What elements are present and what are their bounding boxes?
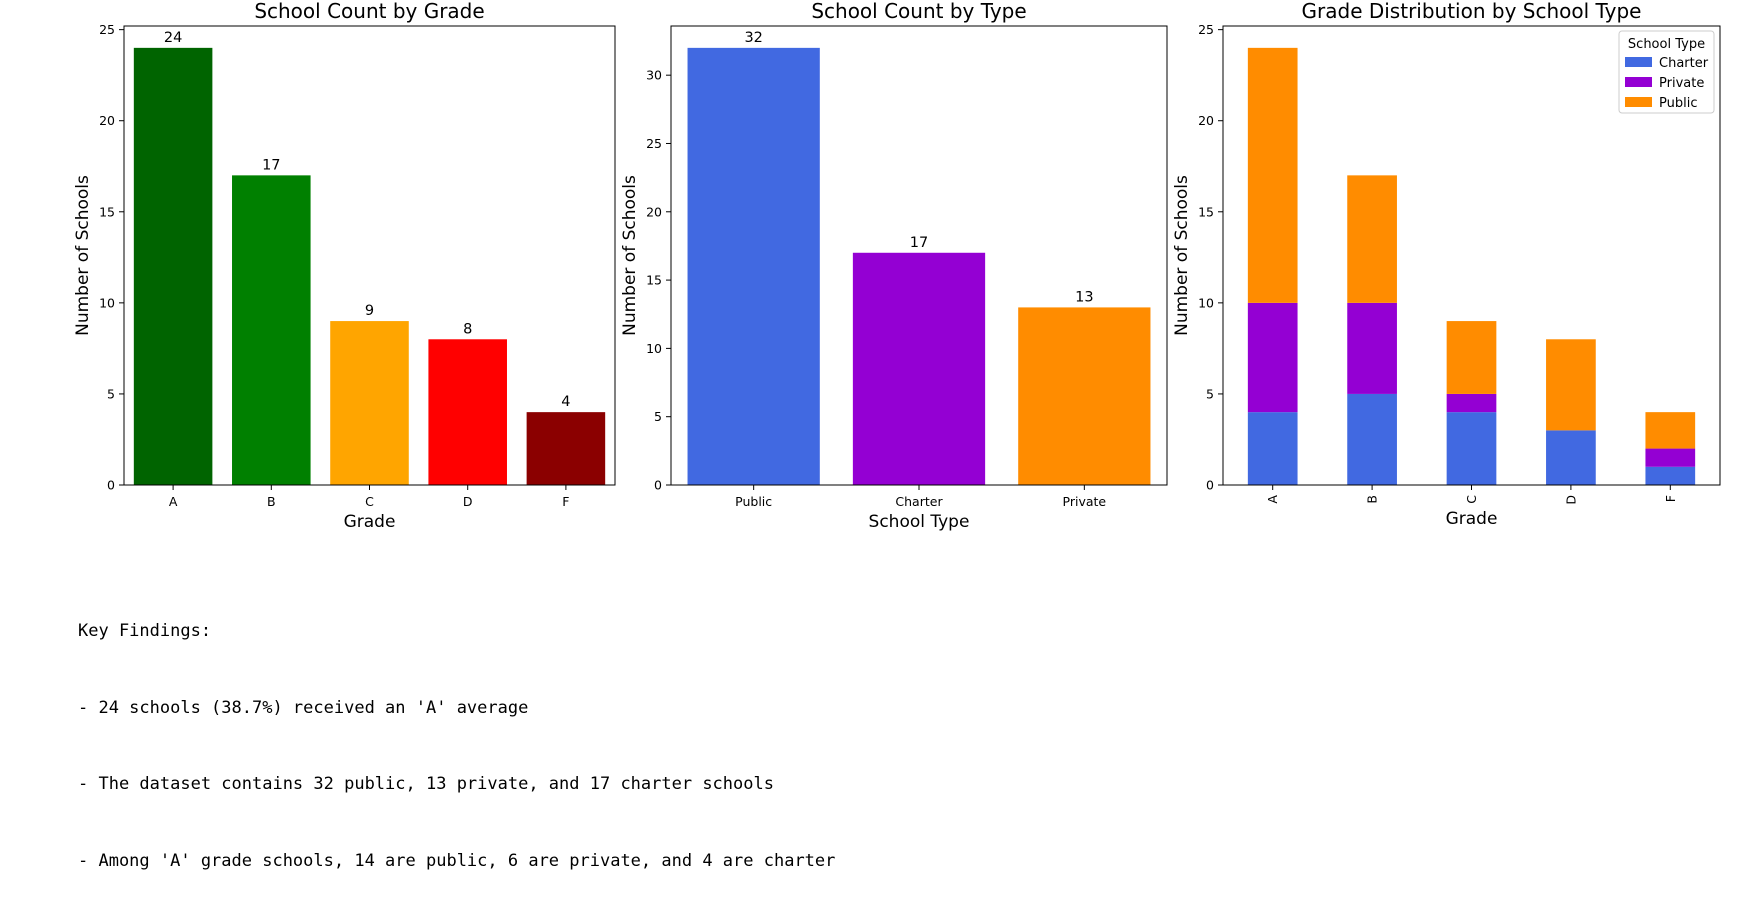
y-tick-label: 0 xyxy=(1206,478,1214,493)
x-tick-label: D xyxy=(463,494,473,509)
finding-line-3: - Among 'A' grade schools, 14 are public… xyxy=(78,850,836,871)
x-tick-label: A xyxy=(169,494,178,509)
chart-grade-by-type: 0 5 10 15 20 25 A B C D F Grade Distribution by Sch… xyxy=(1172,0,1721,529)
x-tick-label: Public xyxy=(735,494,772,509)
y-tick-label: 25 xyxy=(99,22,115,37)
findings-heading: Key Findings: xyxy=(78,621,212,641)
bar-charter-a xyxy=(1247,412,1298,485)
x-axis-label: Grade xyxy=(1446,509,1498,529)
y-axis-label: Number of Schools xyxy=(73,175,93,336)
legend-swatch-charter xyxy=(1625,57,1652,67)
y-tick-label: 5 xyxy=(654,409,662,424)
y-tick-label: 5 xyxy=(1206,386,1214,401)
y-tick-label: 10 xyxy=(646,341,662,356)
bar-charter xyxy=(852,252,986,485)
bar-private-a xyxy=(1247,302,1298,413)
bar-public-a xyxy=(1247,47,1298,303)
data-label-c: 9 xyxy=(365,303,374,319)
y-tick-label: 25 xyxy=(1198,22,1214,37)
data-label-private: 13 xyxy=(1075,289,1093,305)
y-tick-label: 0 xyxy=(654,478,662,493)
bar-public xyxy=(687,47,820,485)
y-tick-label: 10 xyxy=(1198,295,1214,310)
legend-label-public: Public xyxy=(1659,96,1697,111)
legend-swatch-public xyxy=(1625,97,1652,107)
x-tick-label: B xyxy=(267,494,276,509)
y-tick-label: 15 xyxy=(99,204,115,219)
x-tick-label: C xyxy=(365,494,374,509)
bar-private-c xyxy=(1446,393,1497,413)
y-tick-label: 10 xyxy=(99,295,115,310)
charts-canvas: 24 17 9 8 4 0 5 10 15 20 25 A B C D F School Count by Gr… xyxy=(73,0,1721,532)
chart-type-count: 32 17 13 0 5 10 15 20 25 30 Public Charter Private Sc… xyxy=(620,0,1168,532)
x-tick-label: Private xyxy=(1063,494,1107,509)
key-findings: Key Findings: - 24 schools (38.7%) recei… xyxy=(78,568,835,900)
finding-line-1: - 24 schools (38.7%) received an 'A' ave… xyxy=(78,697,529,718)
bar-public-d xyxy=(1546,339,1596,431)
data-label-d: 8 xyxy=(463,321,472,337)
bar-private-b xyxy=(1347,302,1397,394)
bar-f xyxy=(526,412,606,485)
x-tick-label: B xyxy=(1365,495,1380,504)
legend-title: School Type xyxy=(1628,37,1705,52)
bar-d xyxy=(428,339,507,485)
x-tick-label: C xyxy=(1464,495,1479,504)
bar-public-b xyxy=(1347,175,1397,303)
chart-title: School Count by Grade xyxy=(254,0,484,23)
chart-title: School Count by Type xyxy=(811,0,1026,23)
y-axis-label: Number of Schools xyxy=(1172,175,1192,336)
bar-a xyxy=(133,47,213,485)
x-tick-label: A xyxy=(1265,495,1280,504)
x-tick-label: F xyxy=(562,494,569,509)
x-tick-label: F xyxy=(1663,495,1678,502)
data-label-f: 4 xyxy=(561,394,570,410)
bar-charter-b xyxy=(1347,393,1397,485)
y-tick-label: 25 xyxy=(646,136,662,151)
x-axis-label: Grade xyxy=(344,512,396,532)
data-label-public: 32 xyxy=(744,30,762,46)
x-tick-label: D xyxy=(1563,495,1578,505)
bar-public-c xyxy=(1446,321,1497,394)
x-axis-label: School Type xyxy=(869,512,970,532)
data-label-charter: 17 xyxy=(910,235,928,251)
legend-label-charter: Charter xyxy=(1659,56,1709,71)
bar-c xyxy=(330,321,409,485)
bar-charter-f xyxy=(1645,466,1696,485)
bar-private-f xyxy=(1645,448,1696,467)
y-tick-label: 0 xyxy=(107,478,115,493)
bar-charter-c xyxy=(1446,412,1497,485)
y-tick-label: 30 xyxy=(646,68,662,83)
data-label-a: 24 xyxy=(164,30,182,46)
x-tick-label: Charter xyxy=(895,494,943,509)
bar-private xyxy=(1018,307,1151,485)
y-tick-label: 20 xyxy=(646,204,662,219)
bar-charter-d xyxy=(1546,430,1596,485)
legend-label-private: Private xyxy=(1659,76,1704,91)
y-tick-label: 15 xyxy=(1198,204,1214,219)
y-tick-label: 20 xyxy=(1198,113,1214,128)
y-axis-label: Number of Schools xyxy=(620,175,640,336)
bar-b xyxy=(232,175,311,485)
legend-swatch-private xyxy=(1625,77,1652,87)
y-tick-label: 15 xyxy=(646,273,662,288)
chart-title: Grade Distribution by School Type xyxy=(1302,0,1642,23)
chart-grade-count: 24 17 9 8 4 0 5 10 15 20 25 A B C D F School Count by Gr… xyxy=(73,0,616,532)
finding-line-2: - The dataset contains 32 public, 13 pri… xyxy=(78,774,774,794)
y-tick-label: 20 xyxy=(99,113,115,128)
y-tick-label: 5 xyxy=(107,386,115,401)
legend-box xyxy=(1618,30,1715,114)
data-label-b: 17 xyxy=(262,157,280,173)
bar-public-f xyxy=(1645,412,1696,449)
